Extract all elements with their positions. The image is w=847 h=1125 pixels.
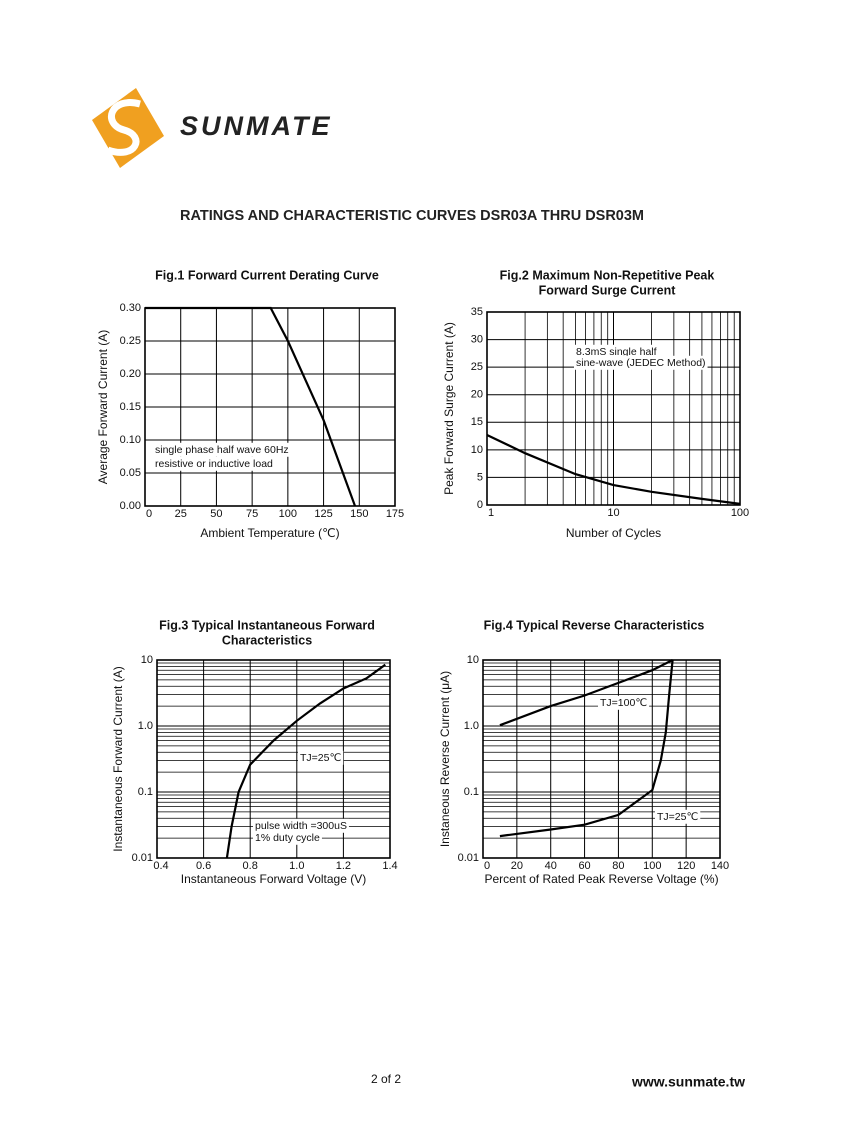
x-tick-label: 1.2 (336, 860, 351, 872)
y-tick-label: 35 (471, 306, 483, 318)
y-axis-label: Instantaneous Forward Current (A) (111, 666, 125, 851)
y-tick-label: 1.0 (464, 720, 479, 732)
curve (225, 663, 386, 859)
annotation-bg (253, 830, 322, 845)
series-label-bg (655, 809, 701, 824)
chart: Fig.2 Maximum Non-Repetitive PeakForward… (442, 268, 749, 540)
x-tick-label: 140 (711, 860, 729, 872)
series-label: TJ=25℃ (657, 811, 698, 823)
y-tick-label: 0.1 (464, 786, 479, 798)
x-tick-label: 120 (677, 860, 695, 872)
y-tick-label: 0.15 (120, 401, 141, 413)
x-tick-label: 50 (210, 508, 222, 520)
x-tick-label: 20 (511, 860, 523, 872)
plot-frame (156, 659, 391, 859)
y-tick-label: 0.05 (120, 467, 141, 479)
annotation: pulse width =300uS (255, 820, 347, 832)
annotation: sine-wave (JEDEC Method) (576, 357, 706, 369)
x-tick-label: 125 (314, 508, 332, 520)
chart: Fig.1 Forward Current Derating Curve 0 25 5… (96, 268, 404, 540)
y-axis-label: Average Forward Current (A) (96, 330, 110, 485)
y-tick-label: 0.01 (458, 852, 479, 864)
chart-title: Fig.2 Maximum Non-Repetitive Peak (500, 268, 715, 282)
y-tick-label: 5 (477, 471, 483, 483)
y-tick-label: 0.20 (120, 368, 141, 380)
series-label-bg (598, 695, 650, 710)
y-tick-label: 20 (471, 389, 483, 401)
y-axis-label: Instaneous Reverse Current (μA) (438, 671, 452, 847)
y-tick-label: 30 (471, 333, 483, 345)
annotation-bg (153, 442, 291, 457)
x-tick-label: 10 (607, 507, 619, 519)
y-tick-label: 10 (141, 654, 153, 666)
x-tick-label: 40 (545, 860, 557, 872)
y-axis-label: Peak Forward Surge Current (A) (442, 322, 456, 495)
chart: Fig.3 Typical Instantaneous ForwardChara… (111, 618, 397, 886)
chart: Fig.4 Typical Reverse Characteristics 0 20… (438, 618, 729, 886)
x-axis-label: Number of Cycles (566, 526, 661, 540)
x-tick-label: 25 (175, 508, 187, 520)
y-tick-label: 1.0 (138, 720, 153, 732)
annotation-bg (574, 344, 659, 359)
x-tick-label: 60 (578, 860, 590, 872)
series-label: TJ=25℃ (300, 752, 341, 764)
logo: SUNMATE (92, 88, 333, 168)
chart-title: Forward Surge Current (539, 283, 677, 297)
x-tick-label: 150 (350, 508, 368, 520)
x-tick-label: 0 (146, 508, 152, 520)
x-tick-label: 100 (279, 508, 297, 520)
annotation: 8.3mS single half (576, 346, 657, 358)
x-tick-label: 0.4 (153, 860, 168, 872)
chart-title: Fig.1 Forward Current Derating Curve (155, 268, 379, 282)
annotation-bg (153, 456, 276, 471)
y-tick-label: 15 (471, 416, 483, 428)
curve (499, 659, 674, 727)
x-tick-label: 0 (484, 860, 490, 872)
x-tick-label: 1.4 (382, 860, 397, 872)
y-tick-label: 0.1 (138, 786, 153, 798)
annotation: resistive or inductive load (155, 458, 273, 470)
y-tick-label: 10 (471, 444, 483, 456)
curve (499, 659, 674, 838)
chart-title: Fig.3 Typical Instantaneous Forward (159, 618, 375, 632)
page-number: 2 of 2 (371, 1072, 401, 1086)
logo-s (106, 99, 141, 156)
annotation: 1% duty cycle (255, 832, 320, 844)
x-tick-label: 175 (386, 508, 404, 520)
y-tick-label: 0.25 (120, 335, 141, 347)
x-axis-label: Ambient Temperature (℃) (200, 526, 339, 540)
annotation-bg (574, 355, 708, 370)
y-tick-label: 0.30 (120, 302, 141, 314)
plot-frame (486, 311, 741, 506)
curve (486, 434, 741, 505)
x-tick-label: 100 (643, 860, 661, 872)
annotation: single phase half wave 60Hz (155, 444, 289, 456)
series-label: TJ=100℃ (600, 697, 647, 709)
y-tick-label: 25 (471, 361, 483, 373)
x-axis-label: Instantaneous Forward Voltage (V) (181, 872, 366, 886)
y-tick-label: 0.01 (132, 852, 153, 864)
x-tick-label: 1.0 (289, 860, 304, 872)
x-tick-label: 80 (612, 860, 624, 872)
curve (145, 306, 357, 507)
annotation-bg (253, 818, 349, 833)
x-axis-label: Percent of Rated Peak Reverse Voltage (%… (484, 872, 718, 886)
chart-title: Characteristics (222, 633, 312, 647)
x-tick-label: 75 (246, 508, 258, 520)
y-tick-label: 0.10 (120, 434, 141, 446)
logo-text: SUNMATE (180, 111, 333, 141)
website: www.sunmate.tw (631, 1074, 745, 1090)
y-tick-label: 0.00 (120, 500, 141, 512)
x-tick-label: 0.8 (243, 860, 258, 872)
x-tick-label: 100 (731, 507, 749, 519)
page-title: RATINGS AND CHARACTERISTIC CURVES DSR03A… (180, 208, 644, 224)
plot-frame (482, 659, 721, 859)
series-label-bg (298, 750, 344, 765)
y-tick-label: 10 (467, 654, 479, 666)
chart-title: Fig.4 Typical Reverse Characteristics (484, 618, 705, 632)
x-tick-label: 1 (488, 507, 494, 519)
x-tick-label: 0.6 (196, 860, 211, 872)
y-tick-label: 0 (477, 499, 483, 511)
